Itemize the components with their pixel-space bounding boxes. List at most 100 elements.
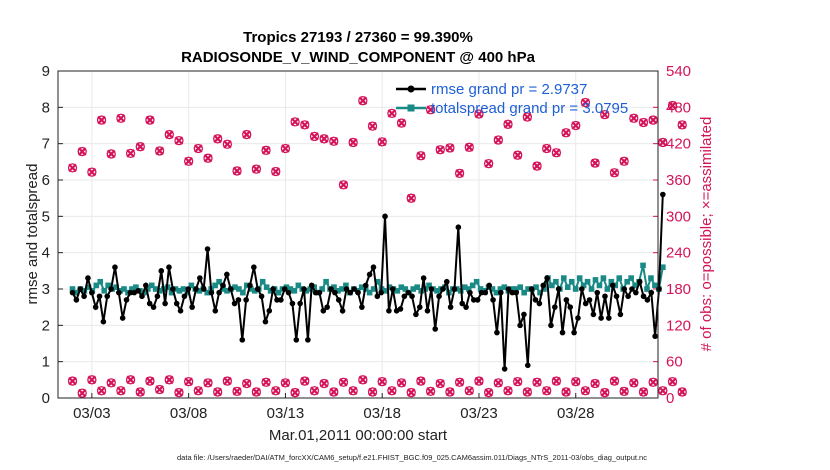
obs-possible-marker xyxy=(125,375,136,385)
rmse-point xyxy=(266,308,273,314)
obs-assimilated-marker xyxy=(435,379,445,388)
obs-assimilated-marker xyxy=(339,377,348,387)
obs-assimilated-marker xyxy=(387,386,397,396)
obs-possible-marker xyxy=(367,387,378,397)
spread-point xyxy=(648,275,654,281)
rmse-point xyxy=(328,286,334,292)
obs-assimilated-marker xyxy=(455,169,464,178)
obs-possible-marker xyxy=(658,386,668,396)
obs-assimilated-marker xyxy=(232,166,242,176)
obs-possible-marker xyxy=(232,386,242,396)
rmse-series xyxy=(69,191,666,372)
obs-possible-marker xyxy=(280,378,291,388)
rmse-point xyxy=(208,289,215,296)
spread-point xyxy=(533,284,539,290)
obs-possible-marker xyxy=(145,376,155,386)
spread-point xyxy=(267,288,274,294)
rmse-point xyxy=(127,289,134,296)
obs-possible-marker xyxy=(454,168,465,178)
obs-assimilated-marker xyxy=(600,388,610,397)
rmse-point xyxy=(521,311,527,318)
obs-possible-marker xyxy=(377,137,387,147)
rmse-point xyxy=(428,286,435,292)
obs-possible-marker xyxy=(77,388,87,398)
spread-point xyxy=(331,284,337,290)
obs-possible-marker xyxy=(503,386,513,396)
spread-point xyxy=(236,286,242,292)
obs-assimilated-marker xyxy=(126,375,135,385)
spread-point xyxy=(97,278,104,285)
obs-assimilated-marker xyxy=(194,144,203,153)
obs-possible-marker xyxy=(135,142,145,152)
y-tick-label: 6 xyxy=(42,172,50,189)
rmse-point xyxy=(251,264,257,271)
obs-assimilated-marker xyxy=(97,115,106,125)
spread-point xyxy=(553,278,559,285)
spread-point xyxy=(473,278,480,285)
rmse-point xyxy=(270,286,276,292)
obs-possible-marker xyxy=(619,156,629,166)
spread-point xyxy=(497,286,504,292)
rmse-point xyxy=(482,289,489,296)
obs-assimilated-marker xyxy=(106,378,116,388)
obs-possible-marker xyxy=(561,387,571,397)
spread-point xyxy=(596,282,603,289)
obs-possible-marker xyxy=(454,377,465,387)
spread-point xyxy=(426,282,432,289)
rmse-point xyxy=(247,282,253,289)
spread-point xyxy=(295,282,302,289)
obs-assimilated-marker xyxy=(416,151,426,161)
obs-possible-marker xyxy=(648,377,658,387)
rmse-point xyxy=(397,306,404,312)
spread-point xyxy=(584,278,591,285)
obs-assimilated-marker xyxy=(445,143,455,153)
rmse-point xyxy=(143,282,149,289)
obs-possible-marker xyxy=(358,96,368,106)
spread-point xyxy=(434,288,440,294)
x-tick-label: 03/18 xyxy=(363,405,401,422)
chart-title: Tropics 27193 / 27360 = 99.390% xyxy=(243,29,473,46)
obs-possible-marker xyxy=(319,378,329,389)
obs-assimilated-marker xyxy=(677,387,687,397)
obs-assimilated-marker xyxy=(387,109,397,118)
spread-point xyxy=(121,286,127,292)
obs-possible-marker xyxy=(493,378,503,388)
obs-assimilated-marker xyxy=(126,149,135,158)
rmse-point xyxy=(552,304,558,310)
rmse-point xyxy=(413,311,419,318)
obs-assimilated-marker xyxy=(87,375,97,385)
rmse-point xyxy=(606,315,612,321)
spread-point xyxy=(549,282,555,289)
obs-possible-marker xyxy=(542,143,552,154)
obs-assimilated-marker xyxy=(329,387,339,397)
spread-point xyxy=(398,284,405,290)
obs-possible-marker xyxy=(658,137,668,148)
obs-assimilated-marker xyxy=(552,148,561,158)
rmse-point xyxy=(474,297,481,303)
spread-point xyxy=(537,289,543,296)
rmse-point xyxy=(459,300,466,307)
spread-point xyxy=(204,289,211,296)
spread-point xyxy=(461,284,468,290)
obs-possible-marker xyxy=(300,376,310,386)
obs-assimilated-marker xyxy=(281,378,290,388)
rmse-point xyxy=(359,304,365,310)
obs-assimilated-marker xyxy=(639,118,648,127)
obs-assimilated-marker xyxy=(165,375,174,385)
rmse-point xyxy=(285,289,292,296)
rmse-point xyxy=(235,297,242,303)
spread-point xyxy=(402,286,409,292)
legend-rmse-marker xyxy=(407,85,415,93)
spread-point xyxy=(129,286,135,292)
obs-assimilated-marker xyxy=(281,144,290,153)
obs-assimilated-marker xyxy=(465,143,474,152)
obs-assimilated-marker xyxy=(397,118,406,128)
obs-assimilated-marker xyxy=(494,135,503,145)
obs-possible-marker xyxy=(474,376,484,386)
spread-point xyxy=(588,286,595,292)
obs-assimilated-marker xyxy=(135,142,145,151)
rmse-point xyxy=(73,297,80,303)
rmse-point xyxy=(162,300,168,307)
obs-possible-marker xyxy=(174,135,184,146)
spread-point xyxy=(358,284,365,290)
